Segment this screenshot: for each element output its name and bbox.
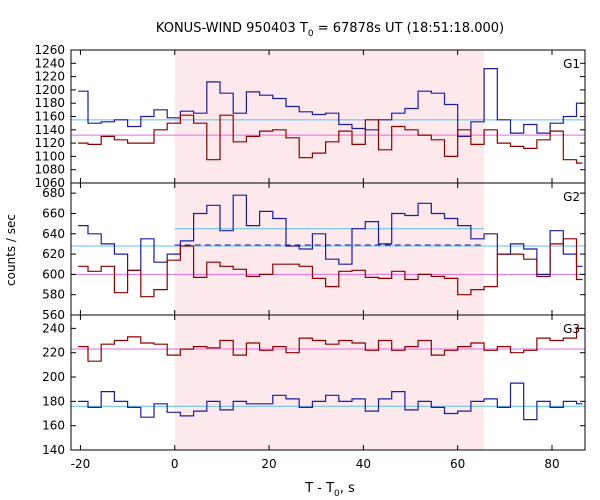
data-series-2 bbox=[78, 382, 583, 421]
y-tick-label: 560 bbox=[42, 308, 65, 322]
y-tick-label: 1080 bbox=[34, 163, 65, 177]
x-axis-label: T - T0, s bbox=[304, 481, 355, 499]
panel-g3: 140 160 180 200 220 240 G3 bbox=[42, 314, 586, 457]
y-tick-label: 600 bbox=[42, 267, 65, 281]
panel-g2: 560 580 600 620 640 660 680 G2 bbox=[42, 182, 586, 322]
data-series-2 bbox=[78, 238, 583, 298]
y-tick-label: 680 bbox=[42, 186, 65, 200]
y-axis-label: counts / sec bbox=[4, 214, 18, 286]
y-tick-label: 580 bbox=[42, 288, 65, 302]
data-series-2 bbox=[78, 114, 583, 164]
y-tick-label: 240 bbox=[42, 321, 65, 335]
x-tick-label: 20 bbox=[261, 457, 276, 471]
y-tick-label: 1180 bbox=[34, 96, 65, 110]
panel-label: G3 bbox=[563, 322, 580, 336]
data-series-1 bbox=[78, 68, 583, 137]
panel-label: G2 bbox=[563, 190, 580, 204]
panel-frame bbox=[70, 314, 586, 451]
y-tick-label: 1100 bbox=[34, 149, 65, 163]
data-series-1 bbox=[78, 327, 583, 362]
x-tick-label: 40 bbox=[356, 457, 371, 471]
y-tick-label: 1220 bbox=[34, 70, 65, 84]
y-tick-label: 1120 bbox=[34, 136, 65, 150]
panel-g1: 1060108011001120114011601180120012201240… bbox=[34, 43, 586, 190]
y-tick-label: 640 bbox=[42, 227, 65, 241]
x-tick-label: 0 bbox=[171, 457, 179, 471]
y-tick-label: 1160 bbox=[34, 110, 65, 124]
x-tick-label: -20 bbox=[71, 457, 91, 471]
shaded-interval bbox=[174, 50, 485, 450]
y-tick-label: 1200 bbox=[34, 83, 65, 97]
y-tick-label: 660 bbox=[42, 206, 65, 220]
y-tick-label: 220 bbox=[42, 346, 65, 360]
chart-title: KONUS-WIND 950403 T0 = 67878s UT (18:51:… bbox=[156, 21, 504, 39]
y-tick-label: 620 bbox=[42, 247, 65, 261]
x-tick-label: 80 bbox=[544, 457, 559, 471]
y-tick-label: 1240 bbox=[34, 56, 65, 70]
y-tick-label: 160 bbox=[42, 419, 65, 433]
y-tick-label: 1060 bbox=[34, 176, 65, 190]
y-tick-label: 1260 bbox=[34, 43, 65, 57]
y-tick-label: 200 bbox=[42, 370, 65, 384]
y-tick-label: 1140 bbox=[34, 123, 65, 137]
y-tick-label: 180 bbox=[42, 394, 65, 408]
panel-label: G1 bbox=[563, 57, 580, 71]
y-tick-label: 140 bbox=[42, 443, 65, 457]
x-tick-label: 60 bbox=[450, 457, 465, 471]
